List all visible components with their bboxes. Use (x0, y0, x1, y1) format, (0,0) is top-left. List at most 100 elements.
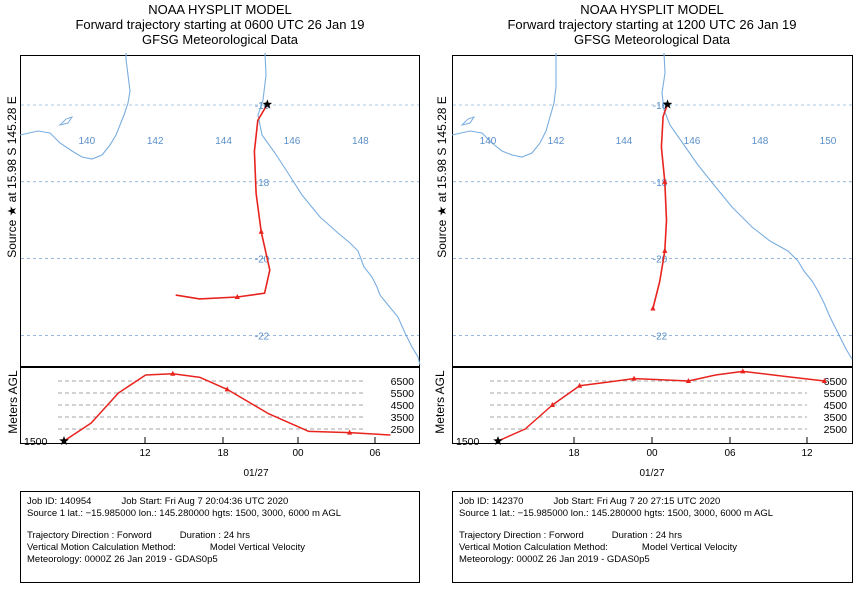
height-label: 4500 (391, 400, 415, 412)
trajectory-marker (662, 178, 668, 184)
trajectory-marker (234, 294, 240, 299)
panel-1-title-line-2: Forward trajectory starting at 0600 UTC … (75, 17, 365, 32)
coastline (661, 52, 853, 360)
time-label: 12 (801, 448, 813, 459)
height-curve (497, 370, 825, 442)
panel-2-meteorology: Meteorology: 0000Z 26 Jan 2019 - GDAS0p5 (459, 554, 650, 565)
source-star (262, 99, 273, 109)
panel-2-source-label: Source ★ at 15.98 S 145.28 E (435, 96, 449, 258)
lat-label: -18 (255, 178, 270, 189)
height-label: 2500 (824, 424, 848, 436)
time-label: 00 (292, 448, 304, 459)
lon-label: 150 (820, 136, 837, 147)
panel-1-source-info: Source 1 lat.: −15.985000 lon.: 145.2800… (27, 508, 342, 519)
lon-label: 140 (480, 136, 497, 147)
panel-1-vmethod-value: Model Vertical Velocity (209, 542, 305, 553)
panel-2-title: NOAA HYSPLIT MODEL Forward trajectory st… (452, 2, 852, 47)
height-label: 5500 (824, 388, 848, 400)
height-marker (549, 402, 555, 407)
panel-1-height-axis-label: Meters AGL (6, 370, 20, 434)
height-label: 2500 (391, 424, 415, 436)
height-label: 3500 (824, 412, 848, 424)
panel-1-duration: Duration : 24 hrs (179, 530, 250, 541)
height-label: 5500 (391, 388, 415, 400)
panel-2-job-id: Job ID: 142370 (459, 496, 524, 507)
lon-label: 148 (352, 136, 369, 147)
panel-2-source-info: Source 1 lat.: −15.985000 lon.: 145.2800… (459, 508, 774, 519)
height-marker (631, 375, 637, 381)
height-source-star (493, 436, 503, 445)
start-height-label: 1500 (456, 436, 480, 448)
time-label: 00 (646, 448, 658, 459)
lon-label: 144 (215, 136, 232, 147)
panel-1-title: NOAA HYSPLIT MODEL Forward trajectory st… (20, 2, 420, 47)
height-marker (347, 429, 353, 435)
panel-1-source-label: Source ★ at 15.98 S 145.28 E (5, 96, 19, 258)
panel-1-info-box: Job ID: 140954 Job Start: Fri Aug 7 20:04… (20, 491, 420, 583)
lat-label: -16 (653, 101, 668, 112)
panel-2-title-line-3: GFSG Meteorological Data (573, 32, 731, 47)
lon-label: 146 (284, 136, 301, 147)
trajectory-line (175, 103, 271, 300)
time-label: 18 (217, 448, 229, 459)
lon-label: 148 (752, 136, 769, 147)
height-marker (685, 378, 691, 383)
height-label: 6500 (391, 376, 415, 388)
height-curve (63, 373, 391, 442)
time-label: 06 (724, 448, 736, 459)
height-source-star (59, 436, 69, 445)
map-frame (452, 55, 853, 367)
lat-label: -16 (255, 101, 270, 112)
lon-label: 144 (616, 136, 633, 147)
panel-2-title-line-2: Forward trajectory starting at 1200 UTC … (507, 17, 797, 32)
lon-label: 140 (78, 136, 95, 147)
panel-2-job-start: Job Start: Fri Aug 7 20 27:15 UTC 2020 (553, 496, 721, 507)
panel-2-title-line-1: NOAA HYSPLIT MODEL (580, 2, 724, 17)
date-label: 01/27 (639, 468, 664, 479)
time-label: 12 (139, 448, 151, 459)
lon-label: 142 (548, 136, 565, 147)
trajectory-line (652, 103, 669, 309)
time-label: 06 (369, 448, 381, 459)
panel-2-trajectory-map: -16 -18 -20 -22 140 142 144 146 148 150 (451, 52, 853, 367)
height-label: 3500 (391, 412, 415, 424)
coastline-gulf (19, 53, 131, 160)
panel-1-direction: Trajectory Direction : Forword (27, 530, 152, 541)
lat-label: -22 (255, 331, 270, 342)
panel-1-job-id: Job ID: 140954 (27, 496, 92, 507)
panel-1-title-line-1: NOAA HYSPLIT MODEL (148, 2, 292, 17)
panel-2-vmethod: Vertical Motion Calculation Method: (459, 542, 608, 553)
coastline (257, 52, 421, 366)
height-marker (577, 382, 583, 388)
island (460, 116, 476, 126)
height-label: 6500 (824, 376, 848, 388)
panel-2-direction: Trajectory Direction : Forword (459, 530, 584, 541)
coastline-gulf (451, 53, 557, 158)
height-label: 4500 (824, 400, 848, 412)
panel-1-trajectory-map: -16 -18 -20 -22 140 142 144 146 148 (19, 52, 421, 367)
height-marker (224, 386, 230, 392)
lat-label: -20 (255, 255, 270, 266)
panel-2-info-box: Job ID: 142370 Job Start: Fri Aug 7 20 27… (452, 491, 853, 583)
panel-1-vmethod: Vertical Motion Calculation Method: (27, 542, 176, 553)
lat-label: -20 (653, 255, 668, 266)
lon-label: 142 (147, 136, 164, 147)
lon-label: 146 (684, 136, 701, 147)
panel-1-job-start: Job Start: Fri Aug 7 20:04:36 UTC 2020 (121, 496, 289, 507)
height-marker (821, 378, 827, 383)
time-label: 18 (568, 448, 580, 459)
height-marker (740, 368, 746, 374)
panel-1-title-line-3: GFSG Meteorological Data (141, 32, 299, 47)
height-marker (170, 370, 176, 376)
map-frame (20, 55, 420, 367)
start-height-label: 1500 (24, 436, 48, 448)
panel-2-height-axis-label: Meters AGL (433, 370, 447, 434)
trajectory-marker (650, 305, 656, 311)
panel-2-duration: Duration : 24 hrs (611, 530, 682, 541)
height-frame (20, 367, 420, 444)
panel-2-vmethod-value: Model Vertical Velocity (641, 542, 737, 553)
island (58, 116, 74, 126)
trajectory-marker (662, 247, 668, 253)
